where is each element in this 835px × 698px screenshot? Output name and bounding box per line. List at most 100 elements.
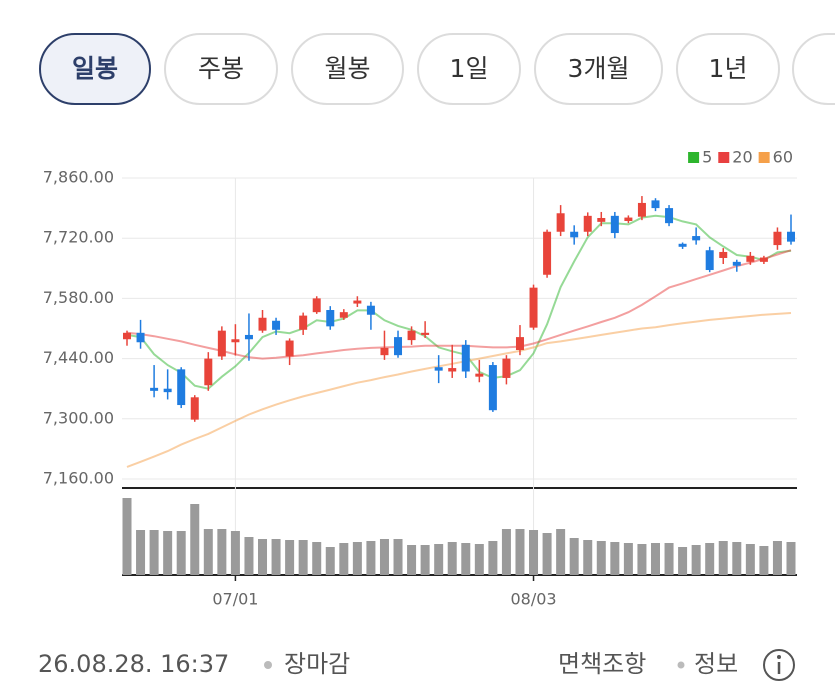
ma-line <box>126 249 792 360</box>
candle-body <box>272 320 281 330</box>
volume-bar <box>271 539 281 575</box>
volume-bar <box>339 543 349 575</box>
y-tick-label: 7,300.00 <box>43 408 114 427</box>
candle-body <box>732 261 741 266</box>
candle-body <box>624 217 633 221</box>
candle-body <box>529 287 538 328</box>
tab-pill <box>164 33 278 105</box>
volume-bar <box>691 545 701 575</box>
candle-body <box>488 365 497 411</box>
volume-bar <box>407 545 417 575</box>
candle-body <box>773 231 782 246</box>
candle-body <box>475 373 484 377</box>
candle-body <box>312 298 321 313</box>
market-status: 장마감 <box>284 650 350 678</box>
info-link[interactable]: 정보 <box>694 650 738 678</box>
candle-body <box>651 200 660 209</box>
tab-label: 1년 <box>709 54 748 83</box>
y-tick-label: 7,860.00 <box>43 168 114 187</box>
volume-bar <box>772 541 782 575</box>
y-tick-label: 7,580.00 <box>43 288 114 307</box>
candle-body <box>244 334 253 340</box>
candle-body <box>150 387 159 391</box>
volume-bar <box>664 543 674 575</box>
candle-body <box>448 368 457 372</box>
tab-pill <box>534 33 663 105</box>
volume-bar <box>488 541 498 575</box>
candle-body <box>299 315 308 330</box>
volume-bar <box>379 539 389 575</box>
volume-bar <box>569 538 579 575</box>
volume-bar <box>420 545 430 575</box>
volume-bar <box>610 542 620 575</box>
candle-body <box>421 332 430 335</box>
volume-bar <box>163 531 173 575</box>
info-icon[interactable] <box>763 649 795 681</box>
tab[interactable]: 일봉 <box>39 33 151 105</box>
candle-body <box>339 312 348 318</box>
tab-label: 주봉 <box>198 54 244 83</box>
volume-bar <box>650 543 660 575</box>
candle-body <box>759 257 768 262</box>
volume-bar <box>461 543 471 575</box>
volume-bar <box>203 529 213 575</box>
separator <box>264 661 272 669</box>
candle-body <box>719 251 728 258</box>
volume-bar <box>556 529 566 575</box>
volume-bar <box>732 542 742 575</box>
candle-body <box>692 236 701 241</box>
timestamp: 26.08.28. 16:37 <box>38 650 229 678</box>
legend-swatch <box>758 152 770 163</box>
ma-line <box>126 312 792 468</box>
volume-bar <box>718 541 728 575</box>
candle-body <box>543 231 552 275</box>
tab-pill <box>792 33 835 105</box>
candle-body <box>705 250 714 271</box>
legend-label: 60 <box>773 148 793 167</box>
tab[interactable]: 3개월 <box>534 33 663 105</box>
candle-body <box>434 367 443 371</box>
volume-bar <box>244 537 254 575</box>
volume-bar <box>447 542 457 575</box>
candle-body <box>394 337 403 356</box>
volume-bar <box>190 504 200 575</box>
legend-swatch <box>688 152 700 163</box>
volume-bar <box>637 544 647 575</box>
volume-bar <box>352 542 362 575</box>
y-tick-label: 7,720.00 <box>43 228 114 247</box>
tab-pill <box>39 33 151 105</box>
tab[interactable]: 1일 <box>417 33 521 105</box>
tab[interactable]: 3 <box>792 33 835 105</box>
candle-body <box>285 340 294 357</box>
candle-body <box>380 347 389 356</box>
volume-bar <box>596 541 606 575</box>
disclaimer-link[interactable]: 면책조항 <box>558 650 646 678</box>
volume-bar <box>149 530 159 575</box>
candle-body <box>217 330 226 357</box>
y-tick-label: 7,160.00 <box>43 469 114 488</box>
candle-body <box>583 215 592 232</box>
candle-body <box>123 332 131 340</box>
tab[interactable]: 월봉 <box>291 33 404 105</box>
tab-pill <box>676 33 780 105</box>
legend-label: 5 <box>702 148 712 167</box>
tab[interactable]: 주봉 <box>164 33 278 105</box>
volume-bar <box>393 539 403 575</box>
volume-bar <box>678 547 688 575</box>
candle-body <box>570 231 579 238</box>
candle-body <box>610 215 619 234</box>
candle-body <box>665 208 674 224</box>
volume-bar <box>434 544 444 575</box>
ma-line <box>126 214 792 390</box>
y-tick-label: 7,440.00 <box>43 348 114 367</box>
tab[interactable]: 1년 <box>676 33 780 105</box>
volume-bar <box>285 540 295 575</box>
volume-bar <box>136 530 146 575</box>
volume-bar <box>474 544 484 575</box>
candle-body <box>746 255 755 262</box>
volume-bar <box>312 542 322 575</box>
candle-body <box>204 358 213 386</box>
candle-body <box>258 317 267 331</box>
candle-body <box>597 217 606 222</box>
